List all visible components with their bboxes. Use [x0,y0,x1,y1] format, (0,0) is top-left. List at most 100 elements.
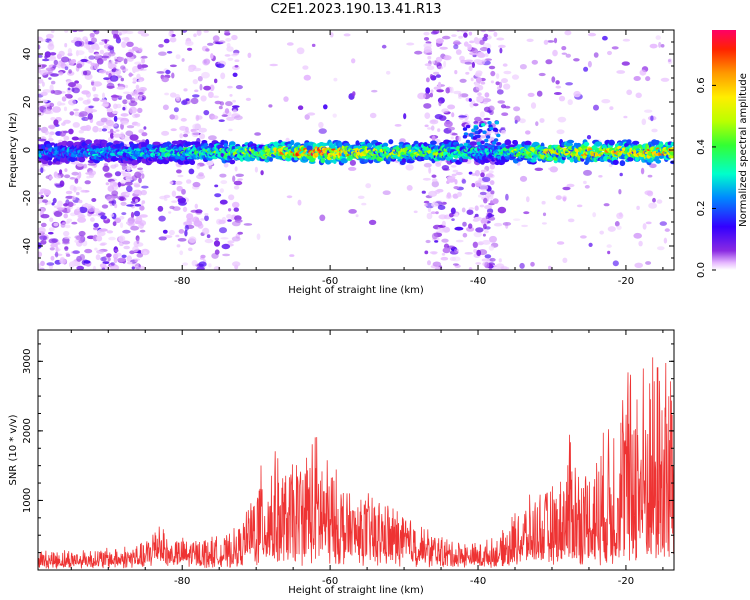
heatmap-noise-cell [80,58,88,63]
heatmap-noise-cell [69,111,75,116]
heatmap-noise-cell [527,92,535,97]
heatmap-noise-cell [138,265,146,270]
heatmap-noise-cell [192,67,202,72]
heatmap-noise-cell [131,266,135,270]
heatmap-noise-cell [460,93,469,98]
heatmap-noise-cell [495,73,500,79]
heatmap-noise-cell [158,215,166,222]
heatmap-noise-cell [119,215,125,220]
heatmap-noise-cell [405,164,414,171]
heatmap-noise-cell [214,207,220,211]
heatmap-noise-cell [106,230,114,234]
heatmap-noise-cell [132,98,139,101]
heatmap-noise-cell [639,69,647,76]
heatmap-noise-cell [487,212,493,218]
heatmap-noise-cell [63,119,71,124]
heatmap-band-cell [381,146,390,150]
heatmap-noise-cell [64,224,71,229]
heatmap-noise-cell [461,207,466,213]
heatmap-noise-cell [54,251,59,258]
heatmap-noise-cell [226,42,231,48]
heatmap-noise-cell [441,252,446,256]
heatmap-noise-cell [126,166,131,172]
heatmap-band-cell [489,126,494,131]
heatmap-noise-cell [245,97,251,101]
heatmap-noise-cell [511,74,520,80]
heatmap-noise-cell [117,56,125,62]
heatmap-noise-cell [114,171,122,177]
heatmap-noise-cell [438,214,448,220]
spectrogram-x-tick-label: -40 [470,276,486,287]
spectrogram-x-tick-label: -80 [174,276,190,287]
heatmap-noise-cell [76,50,85,56]
heatmap-noise-cell [453,44,459,50]
heatmap-noise-cell [307,112,316,116]
heatmap-noise-cell [74,111,80,117]
heatmap-noise-cell [638,240,643,247]
heatmap-noise-cell [113,103,118,110]
heatmap-noise-cell [98,69,107,74]
heatmap-noise-cell [133,182,140,187]
heatmap-noise-cell [184,229,188,237]
heatmap-noise-cell [498,44,506,49]
heatmap-noise-cell [660,44,665,48]
heatmap-noise-cell [474,170,480,177]
heatmap-noise-cell [616,225,622,230]
heatmap-noise-cell [192,94,200,98]
heatmap-band-cell [462,127,468,131]
heatmap-noise-cell [108,51,116,57]
heatmap-noise-cell [106,195,114,202]
heatmap-noise-cell [114,203,118,209]
heatmap-noise-cell [479,204,485,208]
heatmap-noise-cell [49,84,54,91]
heatmap-noise-cell [181,188,186,195]
heatmap-noise-cell [497,100,506,104]
heatmap-noise-cell [59,258,67,265]
heatmap-noise-cell [53,222,59,227]
heatmap-band-cell [524,140,532,146]
heatmap-noise-cell [88,55,95,60]
heatmap-noise-cell [519,118,526,124]
heatmap-band-cell [509,147,515,150]
heatmap-noise-cell [452,42,462,45]
heatmap-noise-cell [539,118,545,123]
heatmap-band-cell [55,161,61,165]
heatmap-noise-cell [580,235,587,239]
heatmap-noise-cell [538,72,546,77]
heatmap-noise-cell [426,77,430,83]
heatmap-noise-cell [57,61,62,69]
heatmap-noise-cell [443,55,452,61]
heatmap-noise-cell [85,124,92,132]
heatmap-noise-cell [39,69,48,76]
heatmap-noise-cell [214,184,219,188]
heatmap-noise-cell [95,254,101,261]
heatmap-band-cell [462,134,468,139]
heatmap-noise-cell [234,59,240,62]
heatmap-noise-cell [455,171,463,176]
heatmap-noise-cell [490,200,494,206]
heatmap-noise-cell [492,198,499,205]
heatmap-noise-cell [464,59,474,63]
heatmap-noise-cell [542,212,547,217]
colorbar-tick-label: 0.4 [696,139,707,155]
heatmap-noise-cell [110,213,115,217]
heatmap-band-cell [152,141,161,146]
snr-y-tick-label: 1000 [22,488,33,513]
heatmap-noise-cell [649,43,658,49]
heatmap-noise-cell [121,254,127,258]
heatmap-noise-cell [348,209,357,214]
heatmap-noise-cell [48,133,52,139]
heatmap-noise-cell [100,117,108,123]
heatmap-noise-cell [565,82,573,86]
heatmap-noise-cell [403,113,407,120]
heatmap-band-cell [654,156,660,160]
heatmap-noise-cell [106,253,112,258]
heatmap-noise-cell [68,69,72,74]
heatmap-noise-cell [519,175,528,182]
heatmap-noise-cell [593,104,599,111]
heatmap-noise-cell [173,107,179,113]
heatmap-noise-cell [76,206,81,212]
heatmap-noise-cell [122,172,132,178]
heatmap-noise-cell [474,116,482,122]
heatmap-noise-cell [69,60,75,66]
